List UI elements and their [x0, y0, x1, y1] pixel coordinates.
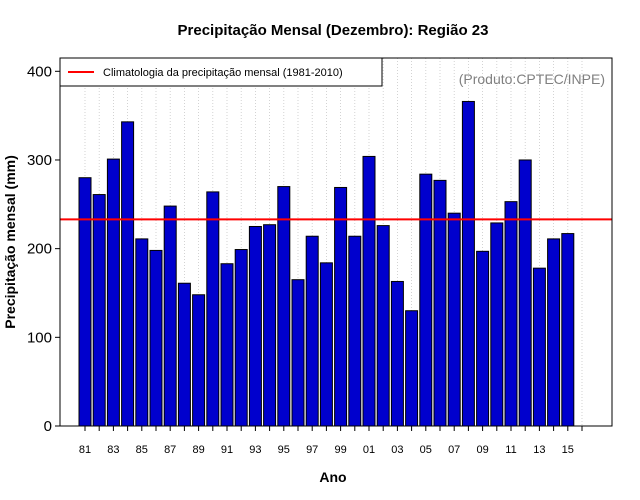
y-axis-label: Precipitação mensal (mm) [2, 155, 18, 329]
bar-06 [433, 179, 447, 427]
bar-10 [490, 222, 504, 427]
bars [78, 100, 575, 427]
x-tick-label: 95 [278, 444, 290, 456]
bar-00 [348, 235, 362, 427]
bar-96 [291, 279, 305, 427]
bar-98 [319, 262, 333, 427]
x-tick-label: 13 [533, 444, 545, 456]
bar-85 [135, 238, 149, 427]
bar-09 [476, 250, 490, 427]
bar-15 [561, 233, 575, 427]
x-tick-label: 01 [363, 444, 375, 456]
x-tick-label: 15 [562, 444, 574, 456]
bar-13 [532, 267, 546, 427]
bar-07 [447, 212, 461, 427]
bar-95 [277, 186, 291, 427]
x-tick-label: 81 [79, 444, 91, 456]
bar-14 [547, 238, 561, 427]
bar-92 [234, 249, 248, 427]
bar-93 [248, 225, 262, 427]
bar-90 [206, 191, 220, 427]
bar-84 [121, 121, 135, 427]
bar-82 [92, 194, 106, 427]
bar-88 [177, 282, 191, 427]
bar-01 [362, 155, 376, 427]
bar-83 [106, 158, 120, 427]
bar-11 [504, 201, 518, 427]
y-tick-label: 200 [27, 241, 52, 258]
x-tick-label: 87 [164, 444, 176, 456]
bar-81 [78, 177, 92, 427]
bar-87 [163, 205, 177, 427]
x-tick-label: 83 [107, 444, 119, 456]
bar-99 [334, 186, 348, 427]
bar-02 [376, 225, 390, 427]
bar-12 [518, 159, 532, 427]
bar-86 [149, 249, 163, 427]
legend: Climatologia da precipitação mensal (198… [59, 57, 383, 87]
bar-04 [405, 310, 419, 427]
x-tick-label: 05 [420, 444, 432, 456]
x-axis-label: Ano [319, 469, 346, 485]
legend-label: Climatologia da precipitação mensal (198… [103, 67, 343, 79]
y-tick-label: 400 [27, 63, 52, 80]
credit-text: (Produto:CPTEC/INPE) [459, 71, 605, 87]
x-tick-label: 09 [476, 444, 488, 456]
x-tick-label: 99 [334, 444, 346, 456]
x-tick-label: 03 [391, 444, 403, 456]
bar-97 [305, 235, 319, 427]
bar-05 [419, 173, 433, 427]
y-tick-label: 300 [27, 152, 52, 169]
y-tick-label: 0 [44, 418, 52, 435]
x-tick-label: 89 [192, 444, 204, 456]
bar-03 [390, 280, 404, 427]
x-tick-label: 85 [136, 444, 148, 456]
bar-94 [263, 224, 277, 427]
y-tick-label: 100 [27, 329, 52, 346]
legend-box [59, 57, 383, 87]
bar-08 [461, 100, 475, 427]
y-axis: 0 100 200 300 400 [27, 63, 60, 435]
x-tick-label: 11 [505, 444, 516, 456]
bar-89 [192, 294, 206, 427]
x-tick-label: 91 [221, 444, 233, 456]
chart-title: Precipitação Mensal (Dezembro): Região 2… [178, 22, 489, 39]
bar-91 [220, 263, 234, 427]
x-tick-label: 93 [249, 444, 261, 456]
x-tick-label: 97 [306, 444, 318, 456]
x-tick-label: 07 [448, 444, 460, 456]
x-axis: 81 83 85 87 89 91 93 95 97 99 01 03 05 07 09 11 13 15 [79, 426, 583, 456]
